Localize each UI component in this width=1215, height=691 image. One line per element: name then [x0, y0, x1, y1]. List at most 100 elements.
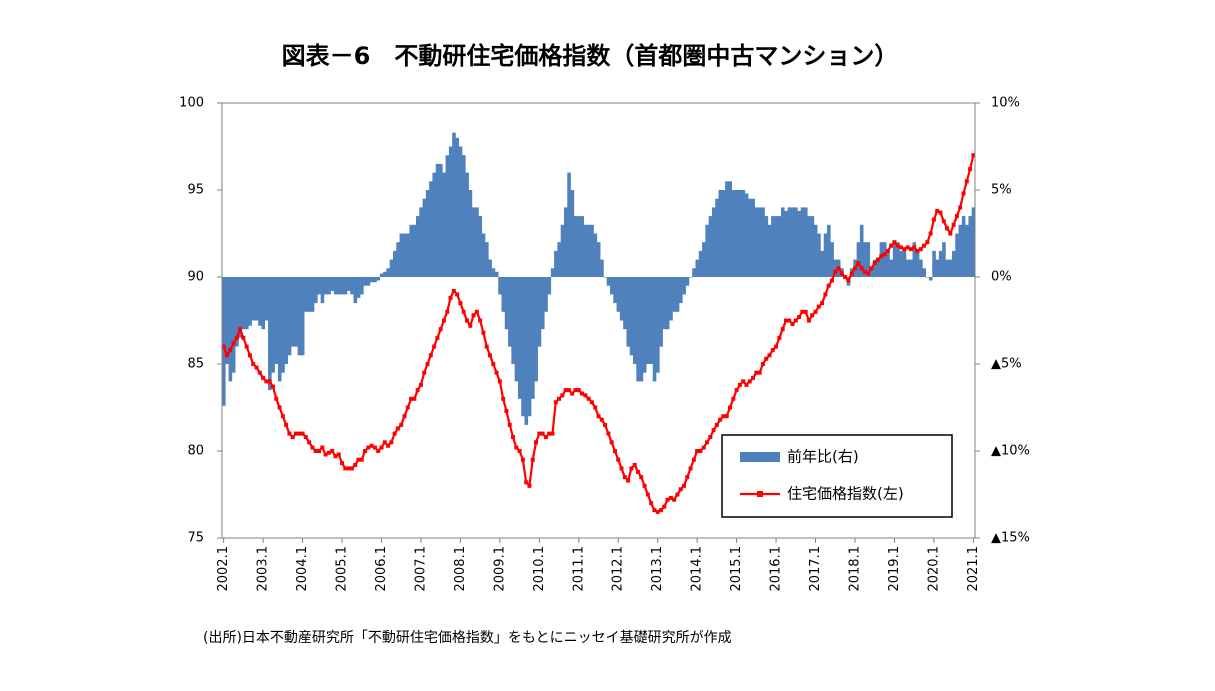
bar [675, 277, 680, 312]
bar [619, 277, 624, 321]
marker [593, 405, 598, 410]
bar [310, 277, 315, 312]
x-tick-label: 2007.1 [413, 546, 428, 592]
bar [478, 216, 483, 277]
marker [517, 449, 522, 453]
marker [474, 309, 479, 314]
marker [675, 492, 680, 497]
bar [376, 277, 381, 281]
marker [497, 379, 502, 384]
bar [248, 277, 252, 326]
y-tick-label: 95 [187, 183, 204, 198]
bar [281, 277, 285, 373]
bar [360, 277, 364, 295]
marker [751, 375, 756, 380]
marker [616, 457, 621, 462]
bar [337, 277, 341, 295]
bar [264, 277, 269, 321]
marker [448, 295, 453, 300]
marker [412, 396, 417, 401]
bar [383, 271, 387, 277]
bar [725, 181, 729, 277]
marker [787, 318, 792, 323]
bar [909, 259, 913, 277]
marker [464, 318, 469, 323]
bar [402, 233, 407, 277]
marker [566, 388, 571, 393]
bar [797, 210, 802, 277]
bar [245, 277, 249, 330]
x-tick-label: 2020.1 [926, 546, 941, 592]
marker [405, 405, 410, 410]
marker [461, 309, 466, 314]
bar [919, 259, 923, 277]
marker [441, 318, 446, 323]
bar [876, 259, 880, 277]
bar [488, 259, 492, 277]
bar [498, 277, 502, 295]
x-tick-label: 2014.1 [690, 546, 705, 592]
marker [852, 266, 857, 271]
bar [409, 224, 414, 277]
bar [731, 190, 736, 277]
bar [419, 207, 423, 277]
marker [491, 362, 496, 366]
marker [685, 475, 690, 480]
marker [829, 278, 834, 283]
bar [494, 271, 499, 277]
marker [882, 252, 887, 257]
marker [866, 271, 871, 276]
bar [274, 277, 279, 364]
bar [968, 216, 973, 277]
marker [409, 396, 414, 401]
marker [231, 341, 236, 346]
bar [471, 207, 476, 277]
marker [928, 231, 933, 236]
bar [570, 190, 575, 277]
bar [636, 277, 640, 382]
marker [520, 457, 525, 462]
bar [734, 190, 739, 277]
marker [820, 301, 825, 306]
marker [297, 431, 302, 436]
marker [244, 344, 249, 349]
marker [530, 457, 535, 462]
marker [645, 492, 650, 497]
marker [606, 431, 611, 436]
bar [613, 277, 617, 304]
marker [908, 247, 913, 252]
bar [323, 277, 328, 295]
bar [932, 250, 936, 277]
bar [777, 216, 782, 277]
bar [695, 259, 700, 277]
bar [297, 277, 302, 356]
bar [268, 277, 272, 391]
bar [642, 277, 647, 373]
bar [514, 277, 519, 382]
marker [649, 501, 654, 506]
bar [501, 277, 506, 312]
marker [754, 370, 759, 375]
x-tick-label: 2017.1 [808, 546, 823, 592]
marker [826, 283, 831, 288]
marker [580, 391, 585, 396]
marker [806, 318, 811, 323]
bar [330, 277, 335, 291]
bar [412, 224, 417, 277]
marker [438, 327, 443, 332]
bar [465, 172, 469, 277]
marker [247, 353, 252, 358]
marker [290, 435, 295, 440]
bar [606, 277, 611, 286]
bar [491, 268, 496, 277]
marker [359, 457, 364, 462]
bar [416, 216, 420, 277]
bar [748, 198, 752, 277]
bar [764, 216, 769, 277]
bar [596, 242, 601, 277]
marker [372, 445, 377, 450]
marker [609, 440, 614, 445]
marker [224, 353, 229, 358]
bar [823, 233, 828, 277]
y-tick-label: 90 [187, 270, 204, 285]
